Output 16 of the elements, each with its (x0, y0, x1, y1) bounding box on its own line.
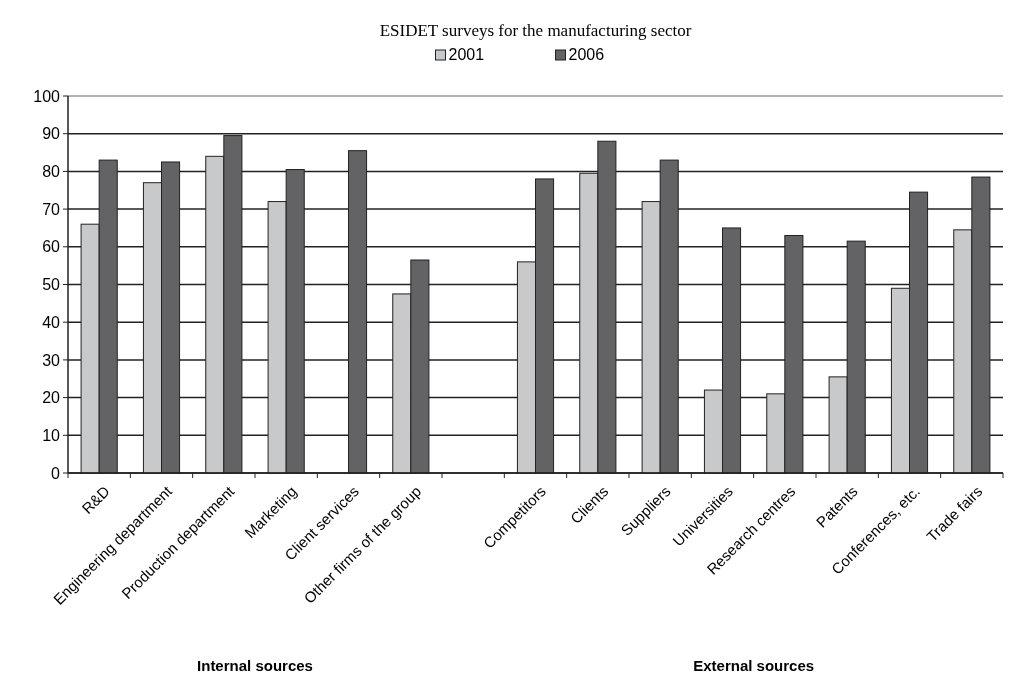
y-tick-label: 70 (42, 200, 61, 218)
chart-title: ESIDET surveys for the manufacturing sector (379, 21, 692, 40)
y-tick-label: 20 (42, 389, 61, 407)
y-tick-label: 90 (42, 125, 61, 143)
y-tick-label: 10 (42, 426, 61, 444)
y-tick-label: 100 (33, 87, 61, 105)
y-tick-label: 0 (51, 464, 61, 482)
legend-label: 2001 (448, 46, 485, 63)
y-tick-label: 30 (42, 351, 61, 369)
text: Internal sources (197, 657, 313, 674)
y-tick-label: 40 (42, 313, 61, 331)
legend-label: 2006 (568, 46, 605, 63)
y-tick-label: 50 (42, 276, 61, 294)
y-tick-label: 80 (42, 163, 61, 180)
y-tick-label: 60 (42, 238, 61, 256)
text: External sources (693, 657, 815, 674)
